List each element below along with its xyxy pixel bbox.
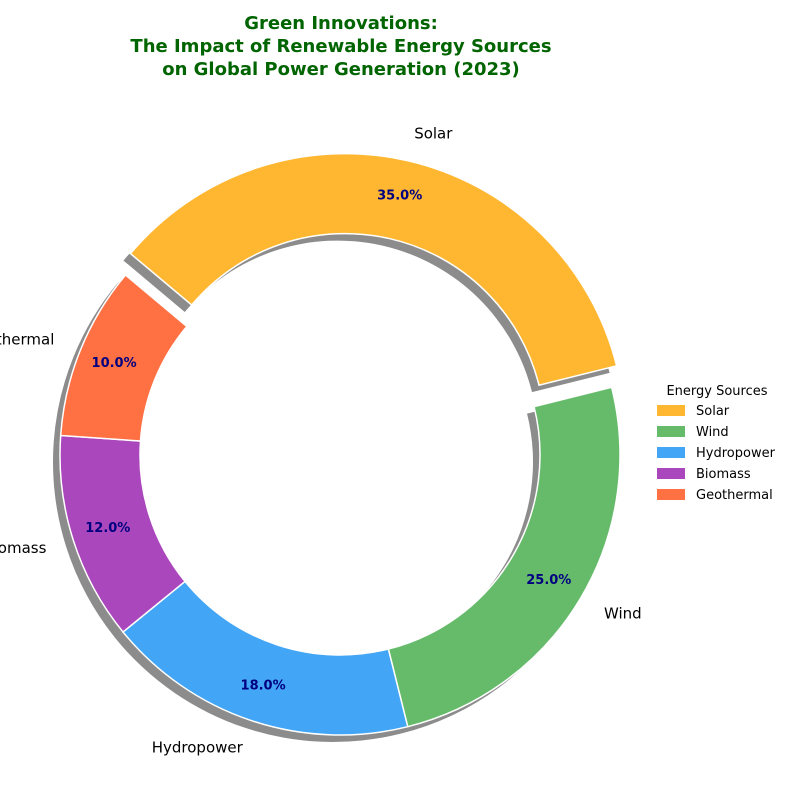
legend-label-biomass: Biomass bbox=[696, 467, 751, 482]
category-label-hydropower: Hydropower bbox=[152, 738, 244, 756]
legend-swatch-geothermal bbox=[657, 489, 685, 500]
value-label-wind: 25.0% bbox=[526, 573, 571, 588]
wedge-wind bbox=[387, 386, 621, 728]
category-label-geothermal: Geothermal bbox=[0, 331, 54, 349]
wedge-geothermal bbox=[59, 273, 188, 442]
value-label-geothermal: 10.0% bbox=[92, 356, 137, 371]
legend-label-solar: Solar bbox=[696, 404, 730, 419]
legend-label-wind: Wind bbox=[696, 425, 729, 440]
legend-label-hydropower: Hydropower bbox=[696, 446, 776, 461]
value-label-solar: 35.0% bbox=[377, 189, 422, 204]
wedge-layer bbox=[59, 152, 621, 736]
legend-swatch-wind bbox=[657, 426, 685, 437]
label-layer: 35.0% Solar 25.0% Wind 18.0% Hydropower 12.0% B… bbox=[0, 125, 642, 757]
legend-swatch-hydropower bbox=[657, 447, 685, 458]
category-label-biomass: Biomass bbox=[0, 539, 47, 557]
wedge-solar bbox=[129, 152, 618, 387]
chart-title-line-1: Green Innovations: bbox=[244, 13, 438, 34]
legend: Energy Sources Solar Wind Hydropower Biomas… bbox=[657, 384, 776, 503]
category-label-wind: Wind bbox=[604, 605, 642, 623]
chart-title-line-3: on Global Power Generation (2023) bbox=[162, 59, 520, 80]
value-label-hydropower: 18.0% bbox=[241, 679, 286, 694]
chart-title-line-2: The Impact of Renewable Energy Sources bbox=[130, 36, 551, 57]
legend-title: Energy Sources bbox=[666, 384, 767, 399]
legend-swatch-biomass bbox=[657, 468, 685, 479]
legend-swatch-solar bbox=[657, 405, 685, 416]
category-label-solar: Solar bbox=[414, 125, 453, 143]
value-label-biomass: 12.0% bbox=[85, 521, 130, 536]
legend-label-geothermal: Geothermal bbox=[696, 488, 773, 503]
wedge-hydropower bbox=[121, 580, 409, 736]
